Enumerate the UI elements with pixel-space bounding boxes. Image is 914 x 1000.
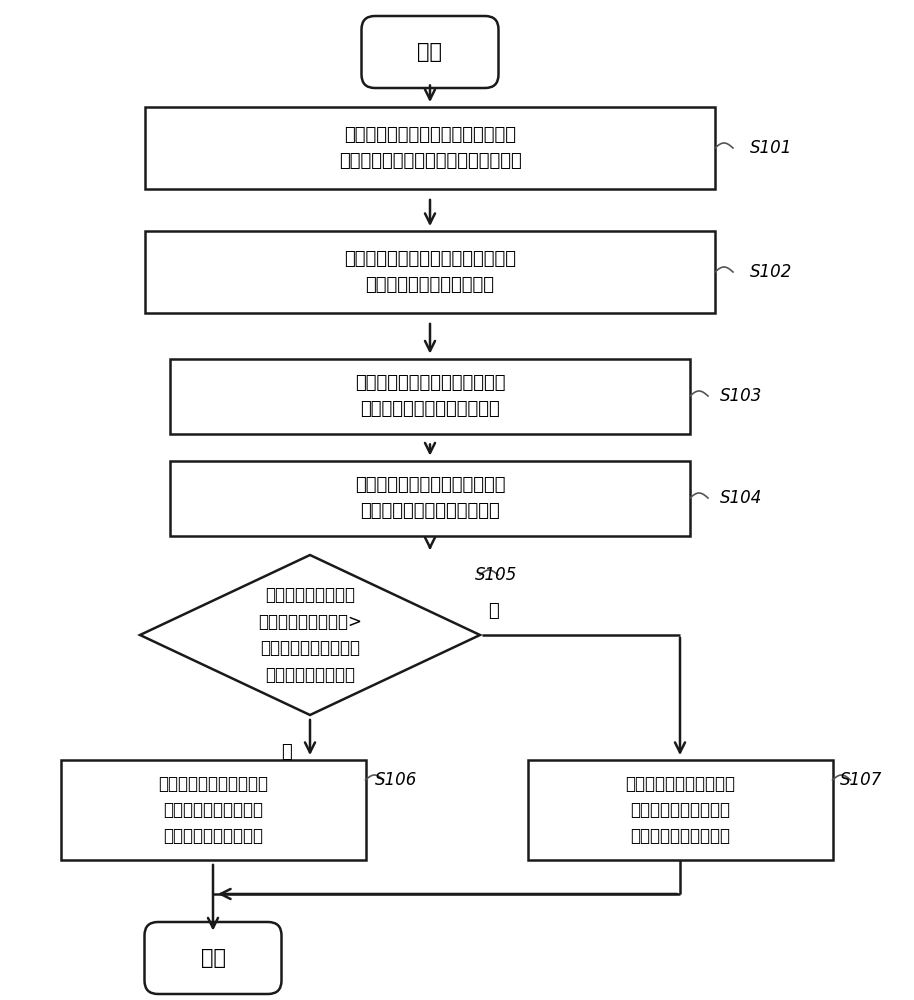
Text: S104: S104 xyxy=(720,489,762,507)
Bar xyxy=(170,460,690,536)
Text: 否: 否 xyxy=(282,743,292,761)
Bar xyxy=(170,359,690,434)
Bar xyxy=(145,107,715,189)
Text: 电动机温度与电动机
的过热温度之间的差>
逆变器温度与逆变器的
过热温度之间的差？: 电动机温度与电动机 的过热温度之间的差> 逆变器温度与逆变器的 过热温度之间的差… xyxy=(258,586,362,684)
Text: S105: S105 xyxy=(475,566,517,584)
Text: 逆变器温度取得部取得逆变器温度，
并作为逆变器温度进行输出: 逆变器温度取得部取得逆变器温度， 并作为逆变器温度进行输出 xyxy=(344,250,516,294)
Text: 是: 是 xyxy=(488,602,499,620)
Bar xyxy=(60,760,366,860)
FancyBboxPatch shape xyxy=(362,16,498,88)
Text: 结束: 结束 xyxy=(200,948,226,968)
Text: 电动机温度比较部将电动机温度
和电动机的过热温度进行比较: 电动机温度比较部将电动机温度 和电动机的过热温度进行比较 xyxy=(355,374,505,418)
Text: S103: S103 xyxy=(720,387,762,405)
Text: S101: S101 xyxy=(750,139,792,157)
Text: 开始: 开始 xyxy=(418,42,442,62)
Bar xyxy=(145,231,715,313)
Text: 电动机温度取得部取得主轴电动机的
线圈温度，并作为电动机温度进行输出: 电动机温度取得部取得主轴电动机的 线圈温度，并作为电动机温度进行输出 xyxy=(338,126,521,170)
Text: S102: S102 xyxy=(750,263,792,281)
Text: 根据电动机温度与电动机
的过热温度之间的差，
限制主轴电动机的输出: 根据电动机温度与电动机 的过热温度之间的差， 限制主轴电动机的输出 xyxy=(158,775,268,845)
Text: 根据逆变器温度和逆变器
的过热温度之间的差，
限制主轴电动机的输出: 根据逆变器温度和逆变器 的过热温度之间的差， 限制主轴电动机的输出 xyxy=(625,775,735,845)
Text: S107: S107 xyxy=(840,771,882,789)
FancyBboxPatch shape xyxy=(144,922,282,994)
Text: 逆变器温度比较部将逆变器温度
和逆变器的过热温度进行比较: 逆变器温度比较部将逆变器温度 和逆变器的过热温度进行比较 xyxy=(355,476,505,520)
Text: S106: S106 xyxy=(375,771,418,789)
Bar xyxy=(527,760,833,860)
Polygon shape xyxy=(140,555,480,715)
